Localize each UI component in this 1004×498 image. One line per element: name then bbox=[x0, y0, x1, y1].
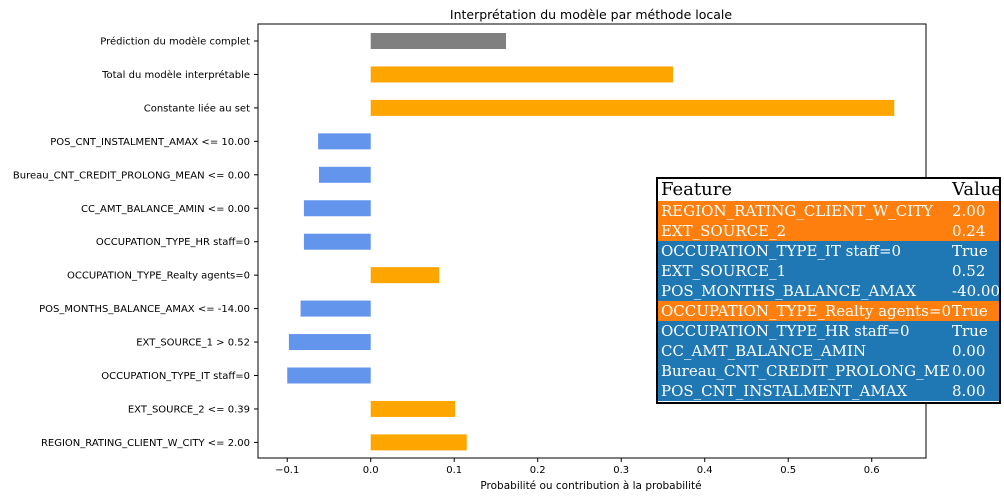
table-row: OCCUPATION_TYPE_IT staff=0 True bbox=[658, 241, 999, 261]
table-row: Bureau_CNT_CREDIT_PROLONG_MEAN 0.00 bbox=[658, 361, 999, 381]
table-row: REGION_RATING_CLIENT_W_CITY 2.00 bbox=[658, 201, 999, 221]
y-tick-label: EXT_SOURCE_2 <= 0.39 bbox=[128, 404, 250, 415]
table-header-row: Feature Value bbox=[658, 179, 999, 201]
table-row: CC_AMT_BALANCE_AMIN 0.00 bbox=[658, 341, 999, 361]
y-tick-labels: Prédiction du modèle complet Total du mod… bbox=[13, 36, 258, 449]
x-tick-label: 0.6 bbox=[864, 465, 880, 476]
bar bbox=[288, 334, 371, 351]
bar bbox=[370, 33, 506, 49]
bar bbox=[370, 99, 895, 116]
feature-cell: Bureau_CNT_CREDIT_PROLONG_MEAN bbox=[661, 362, 950, 380]
value-cell: 0.52 bbox=[952, 262, 986, 280]
y-tick-label: Total du modèle interprétable bbox=[101, 69, 250, 81]
value-cell: 0.00 bbox=[952, 342, 986, 360]
y-tick-label: EXT_SOURCE_1 > 0.52 bbox=[136, 338, 250, 349]
y-tick-label: POS_MONTHS_BALANCE_AMAX <= -14.00 bbox=[39, 304, 250, 315]
bar bbox=[370, 267, 440, 284]
value-cell: 0.24 bbox=[952, 222, 986, 240]
feature-cell: EXT_SOURCE_2 bbox=[661, 222, 787, 240]
table-row: EXT_SOURCE_2 0.24 bbox=[658, 221, 999, 241]
bars-group bbox=[287, 33, 895, 451]
value-column-header: Value bbox=[952, 179, 999, 200]
y-tick-label: OCCUPATION_TYPE_HR staff=0 bbox=[96, 237, 250, 248]
y-tick-label: Bureau_CNT_CREDIT_PROLONG_MEAN <= 0.00 bbox=[13, 170, 250, 181]
value-cell: True bbox=[952, 242, 988, 260]
x-tick-label: 0.1 bbox=[446, 465, 462, 476]
y-tick-label: REGION_RATING_CLIENT_W_CITY <= 2.00 bbox=[41, 438, 250, 449]
x-axis-label: Probabilité ou contribution à la probabi… bbox=[480, 480, 701, 492]
y-tick-label: OCCUPATION_TYPE_IT staff=0 bbox=[101, 371, 250, 382]
y-tick-label: Constante liée au set bbox=[144, 102, 250, 114]
bar bbox=[370, 400, 456, 417]
bar bbox=[370, 434, 467, 451]
y-tick-label: POS_CNT_INSTALMENT_AMAX <= 10.00 bbox=[50, 137, 250, 148]
value-cell: True bbox=[952, 322, 988, 340]
bar bbox=[370, 66, 673, 83]
x-tick-label: 0.5 bbox=[780, 465, 796, 476]
bar bbox=[303, 200, 371, 217]
bar bbox=[318, 133, 371, 150]
table-row: POS_CNT_INSTALMENT_AMAX 8.00 bbox=[658, 381, 999, 401]
feature-cell: REGION_RATING_CLIENT_W_CITY bbox=[661, 202, 934, 220]
value-cell: 2.00 bbox=[952, 202, 986, 220]
value-cell: -40.00 bbox=[952, 282, 999, 300]
x-tick-label: 0.2 bbox=[530, 465, 546, 476]
chart-title: Interprétation du modèle par méthode loc… bbox=[450, 7, 732, 22]
x-tick-label: −0.1 bbox=[275, 465, 299, 476]
x-tick-label: 0.0 bbox=[363, 465, 379, 476]
bar bbox=[287, 367, 371, 384]
table-row: OCCUPATION_TYPE_HR staff=0 True bbox=[658, 321, 999, 341]
value-cell: True bbox=[952, 302, 988, 320]
value-cell: 0.00 bbox=[952, 362, 986, 380]
x-tick-label: 0.3 bbox=[613, 465, 629, 476]
feature-cell: EXT_SOURCE_1 bbox=[661, 262, 787, 280]
table-row: EXT_SOURCE_1 0.52 bbox=[658, 261, 999, 281]
feature-column-header: Feature bbox=[661, 179, 732, 200]
bar bbox=[318, 166, 371, 183]
y-tick-label: OCCUPATION_TYPE_Realty agents=0 bbox=[67, 271, 250, 282]
bar bbox=[300, 300, 371, 317]
feature-cell: OCCUPATION_TYPE_HR staff=0 bbox=[661, 322, 910, 340]
table-row: OCCUPATION_TYPE_Realty agents=0 True bbox=[658, 301, 999, 321]
feature-cell: POS_CNT_INSTALMENT_AMAX bbox=[661, 382, 908, 400]
x-tick-label: 0.4 bbox=[697, 465, 713, 476]
feature-cell: POS_MONTHS_BALANCE_AMAX bbox=[661, 282, 917, 300]
bar bbox=[303, 233, 371, 250]
y-tick-label: CC_AMT_BALANCE_AMIN <= 0.00 bbox=[81, 204, 250, 215]
feature-cell: OCCUPATION_TYPE_IT staff=0 bbox=[661, 242, 902, 260]
x-ticks-group: −0.1 0.0 0.1 0.2 0.3 0.4 0.5 0.6 bbox=[275, 458, 880, 476]
feature-cell: OCCUPATION_TYPE_Realty agents=0 bbox=[661, 302, 950, 320]
table-row: POS_MONTHS_BALANCE_AMAX -40.00 bbox=[658, 281, 999, 301]
value-cell: 8.00 bbox=[952, 382, 986, 400]
y-tick-label: Prédiction du modèle complet bbox=[100, 36, 250, 48]
feature-cell: CC_AMT_BALANCE_AMIN bbox=[661, 342, 867, 360]
feature-value-table: Feature Value REGION_RATING_CLIENT_W_CIT… bbox=[656, 177, 1001, 404]
